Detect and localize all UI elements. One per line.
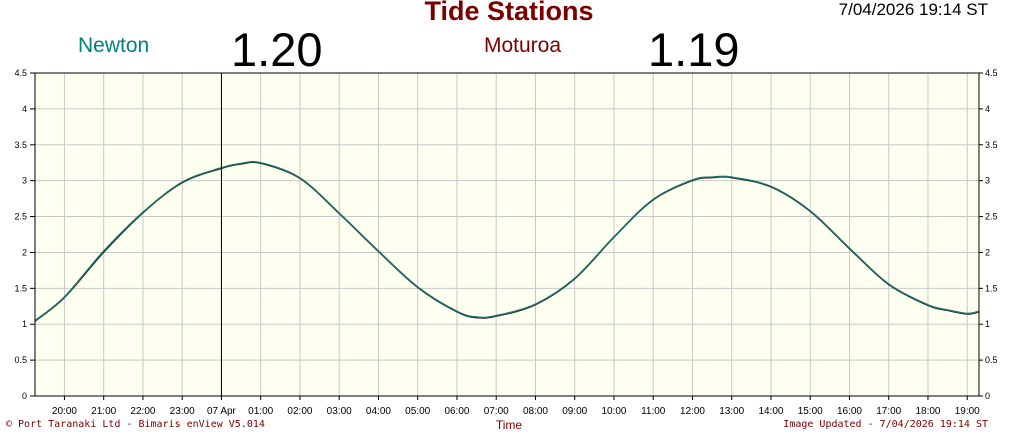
x-tick-label: 10:00 (601, 406, 626, 417)
y-tick-label-left: 0 (22, 391, 27, 401)
y-tick-label-left: 2 (22, 247, 27, 257)
y-tick-label-right: 0.5 (985, 355, 998, 365)
x-tick-label: 05:00 (405, 406, 430, 417)
x-tick-label: 01:00 (248, 406, 273, 417)
plot-area (35, 73, 979, 396)
x-tick-label: 07 Apr (207, 406, 237, 417)
y-tick-label-right: 0 (985, 391, 990, 401)
x-tick-label: 03:00 (327, 406, 352, 417)
x-tick-label: 20:00 (52, 406, 77, 417)
timestamp: 7/04/2026 19:14 ST (838, 0, 988, 19)
x-tick-label: 16:00 (837, 406, 862, 417)
station-value-newton: 1.20 (231, 23, 323, 76)
y-tick-label-right: 4 (985, 104, 990, 114)
x-axis: 20:00 21:00 22:00 23:00 07 Apr 01:00 02:00 03:0… (52, 396, 980, 417)
y-tick-label-left: 4.5 (14, 68, 27, 78)
footer-copyright: © Port Taranaki Ltd - Bimaris enView V5.… (6, 419, 265, 430)
y-tick-label-left: 0.5 (14, 355, 27, 365)
chart-title: Tide Stations (424, 0, 594, 26)
x-tick-label: 08:00 (523, 406, 548, 417)
x-tick-label: 07:00 (484, 406, 509, 417)
y-tick-label-right: 3.5 (985, 140, 998, 150)
y-tick-label-right: 3 (985, 176, 990, 186)
x-tick-label: 18:00 (915, 406, 940, 417)
station-value-moturoa: 1.19 (648, 23, 740, 76)
x-tick-label: 23:00 (170, 406, 195, 417)
y-tick-label-left: 3.5 (14, 140, 27, 150)
series-lines (34, 160, 980, 322)
x-tick-label: 09:00 (562, 406, 587, 417)
station-name-moturoa: Moturoa (484, 34, 562, 57)
x-tick-label: 06:00 (444, 406, 469, 417)
x-tick-label: 13:00 (719, 406, 744, 417)
y-tick-label-right: 4.5 (985, 68, 998, 78)
x-tick-label: 14:00 (758, 406, 783, 417)
x-tick-label: 21:00 (91, 406, 116, 417)
station-name-newton: Newton (78, 34, 150, 57)
x-tick-label: 12:00 (680, 406, 705, 417)
y-tick-label-left: 3 (22, 176, 27, 186)
x-tick-label: 15:00 (798, 406, 823, 417)
x-tick-label: 22:00 (130, 406, 155, 417)
y-tick-label-right: 1.5 (985, 283, 998, 293)
plot-border (34, 72, 980, 397)
x-tick-label: 04:00 (366, 406, 391, 417)
y-tick-label-left: 2.5 (14, 212, 27, 222)
x-tick-label: 02:00 (287, 406, 312, 417)
y-tick-label-right: 2.5 (985, 212, 998, 222)
y-axis-right: 0 0.5 1 1.5 2 2.5 3 3.5 4 4.5 (979, 68, 998, 401)
series-line-newton (34, 160, 980, 322)
x-axis-label: Time (495, 418, 523, 432)
x-tick-label: 11:00 (641, 406, 666, 417)
x-tick-label: 19:00 (955, 406, 980, 417)
footer-updated: Image Updated - 7/04/2026 19:14 ST (783, 419, 988, 430)
y-axis-left: 0 0.5 1 1.5 2 2.5 3 3.5 4 4.5 (14, 68, 35, 401)
y-tick-label-right: 1 (985, 319, 990, 329)
y-tick-label-left: 1.5 (14, 283, 27, 293)
x-tick-label: 17:00 (876, 406, 901, 417)
y-tick-label-left: 1 (22, 319, 27, 329)
y-tick-label-left: 4 (22, 104, 27, 114)
y-tick-label-right: 2 (985, 247, 990, 257)
